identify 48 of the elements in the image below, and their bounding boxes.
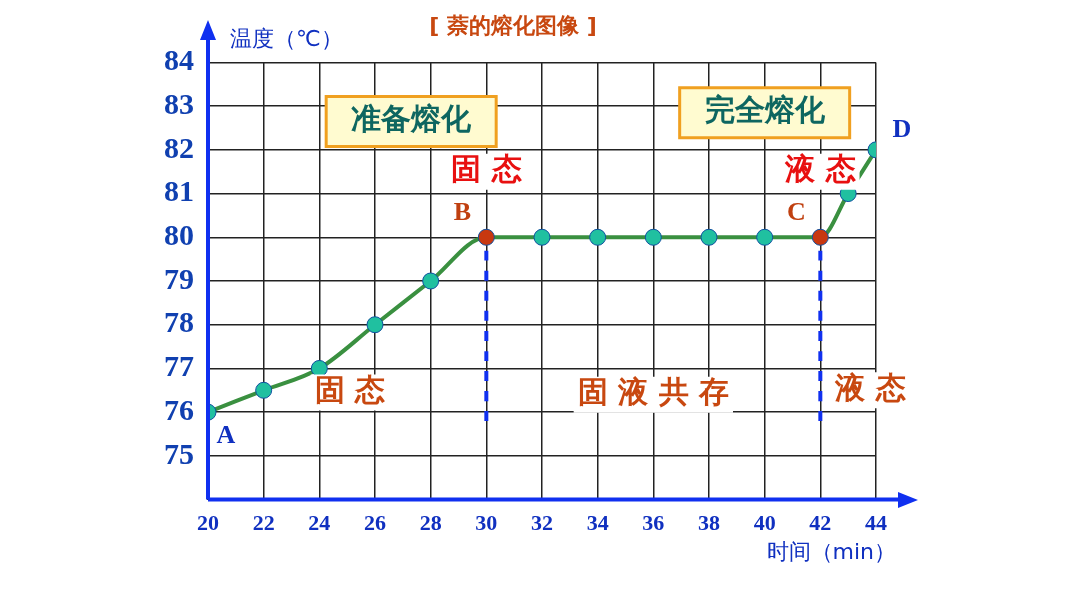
y-tick-label: 75	[164, 436, 194, 470]
point	[422, 272, 440, 290]
y-tick-label: 84	[164, 43, 194, 77]
x-tick-label: 24	[308, 510, 331, 536]
annotation: 准备熔化	[351, 101, 473, 137]
x-tick-label: 36	[642, 510, 665, 536]
point	[310, 359, 328, 377]
y-tick-label: 80	[164, 218, 194, 252]
y-tick-label: 77	[164, 349, 194, 383]
x-tick-label: 22	[252, 510, 275, 536]
y-tick-label: 76	[164, 392, 194, 426]
x-tick-label: 30	[475, 510, 498, 536]
y-tick-label: 79	[164, 261, 194, 295]
annotation: B	[453, 197, 472, 226]
annotation: 液 态	[834, 370, 906, 406]
point	[366, 316, 384, 334]
x-tick-label: 20	[197, 510, 219, 536]
annotation: 液 态	[784, 151, 856, 187]
x-tick-label: 26	[364, 510, 386, 536]
point	[255, 381, 273, 399]
point	[477, 228, 495, 246]
chart-title: [ 萘的熔化图像 ]	[429, 12, 597, 38]
point	[700, 228, 718, 246]
annotation: 固 态	[451, 151, 522, 187]
x-tick-label: 34	[586, 510, 609, 536]
y-axis-title: 温度（℃）	[230, 26, 343, 52]
annotation: D	[892, 113, 912, 143]
point	[811, 228, 829, 246]
x-tick-label: 42	[809, 510, 832, 536]
annotation: C	[786, 197, 806, 226]
point	[589, 228, 607, 246]
y-tick-label: 82	[164, 130, 194, 164]
x-tick-label: 40	[753, 510, 776, 536]
point	[644, 228, 662, 246]
y-tick-label: 83	[164, 86, 194, 120]
point	[533, 228, 551, 246]
x-tick-label: 44	[865, 510, 887, 536]
point	[756, 228, 774, 246]
x-tick-label: 38	[698, 510, 720, 536]
x-axis-title: 时间（min）	[766, 539, 896, 565]
annotation: A	[216, 419, 236, 449]
x-tick-label: 32	[531, 510, 553, 536]
y-tick-label: 78	[164, 305, 194, 339]
annotation: 固 态	[314, 372, 386, 408]
y-tick-label: 81	[164, 174, 194, 208]
annotation: 固 液 共 存	[577, 374, 730, 410]
x-tick-label: 28	[419, 510, 442, 536]
annotation: 完全熔化	[704, 92, 826, 128]
